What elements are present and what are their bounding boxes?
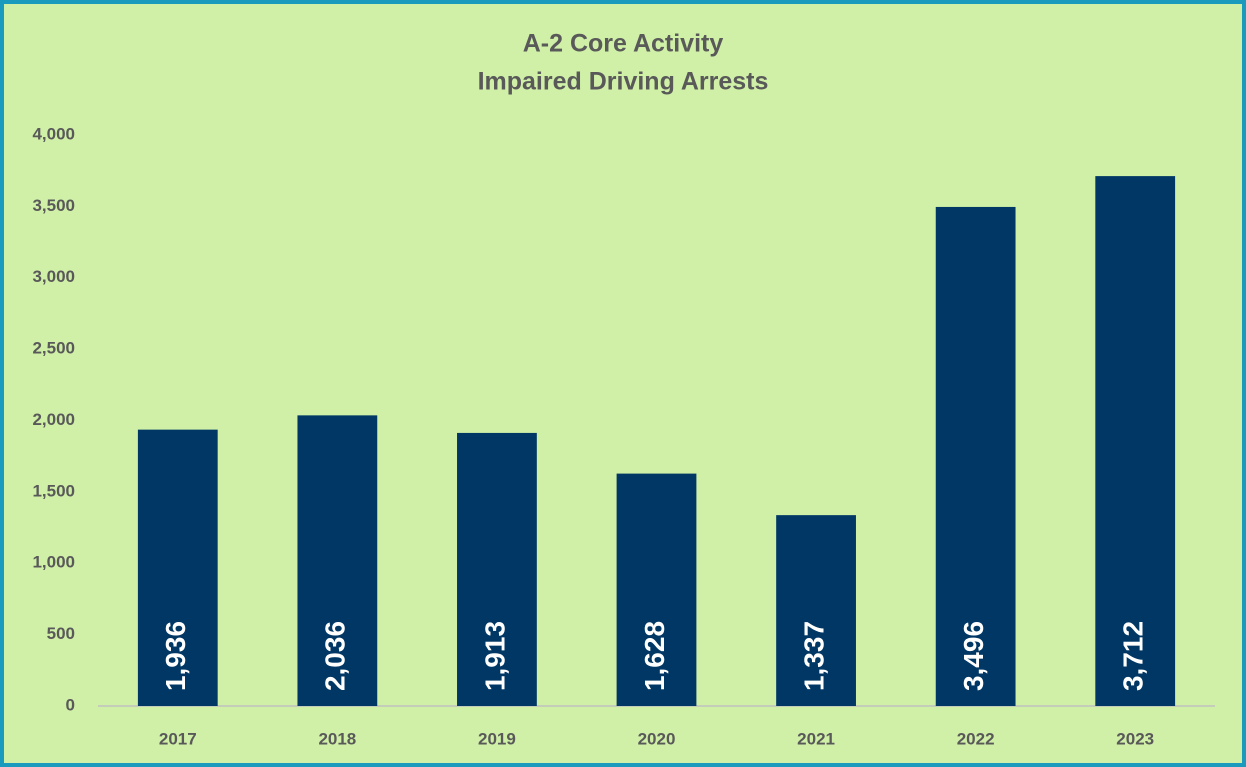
bar <box>776 515 856 706</box>
y-tick-label: 3,000 <box>32 267 75 286</box>
x-tick-label: 2017 <box>159 729 197 748</box>
bar <box>616 473 697 706</box>
x-tick-label: 2021 <box>797 729 835 748</box>
bar <box>1095 176 1176 706</box>
chart-title: A-2 Core Activity <box>523 30 724 58</box>
x-tick-label: 2022 <box>957 729 995 748</box>
bar <box>935 206 1016 707</box>
y-tick-label: 2,000 <box>32 410 75 429</box>
data-label: 2,036 <box>320 621 351 691</box>
y-tick-label: 1,500 <box>32 481 75 500</box>
y-tick-label: 4,000 <box>32 124 75 143</box>
data-label: 1,913 <box>479 621 510 691</box>
data-label: 1,337 <box>798 621 829 691</box>
x-tick-label: 2023 <box>1116 729 1154 748</box>
data-label: 3,496 <box>958 621 989 691</box>
y-tick-label: 1,000 <box>32 553 75 572</box>
x-tick-label: 2020 <box>638 729 676 748</box>
data-label: 1,936 <box>160 621 191 691</box>
x-tick-label: 2018 <box>318 729 356 748</box>
bar <box>137 429 218 706</box>
y-tick-label: 0 <box>66 695 75 714</box>
x-tick-label: 2019 <box>478 729 516 748</box>
y-tick-label: 500 <box>47 624 75 643</box>
data-label: 3,712 <box>1118 621 1149 691</box>
bar <box>457 432 537 706</box>
data-label: 1,628 <box>639 621 670 691</box>
bar <box>297 415 378 706</box>
chart-subtitle: Impaired Driving Arrests <box>478 68 769 96</box>
y-tick-label: 3,500 <box>32 196 75 215</box>
y-tick-label: 2,500 <box>32 339 75 358</box>
